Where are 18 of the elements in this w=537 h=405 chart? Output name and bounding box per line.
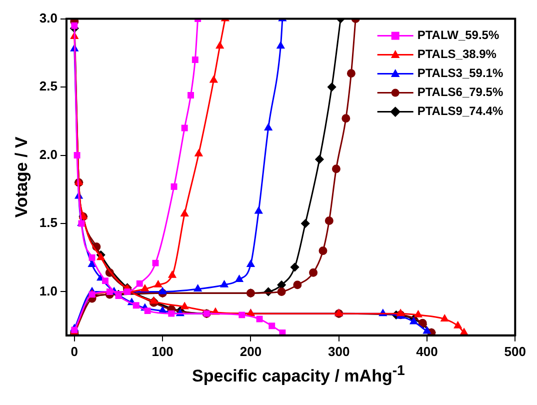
- legend-label: PTALS9_74.4%: [417, 104, 504, 118]
- x-tick-label: 200: [240, 344, 262, 359]
- x-axis-title: Specific capacity / mAhg$^{-1}$: [191, 363, 406, 387]
- x-tick-label: 400: [416, 344, 438, 359]
- x-tick-label: 300: [328, 344, 350, 359]
- y-tick-label: 2.5: [39, 78, 58, 94]
- y-axis-title: Votage / V: [12, 136, 31, 218]
- legend-label: PTALS3_59.1%: [417, 66, 504, 80]
- x-tick-label: 0: [70, 344, 78, 359]
- y-tick-label: 1.5: [39, 215, 58, 230]
- y-tick-label: 1.0: [39, 283, 58, 298]
- x-tick-label: 100: [152, 344, 174, 359]
- legend-label: PTALS_38.9%: [417, 47, 497, 62]
- legend-label: PTALS6_79.5%: [417, 85, 504, 100]
- legend-label: PTALW_59.5%: [417, 28, 500, 42]
- y-tick-label: 2.0: [39, 146, 58, 162]
- y-tick-label: 3.0: [39, 10, 58, 26]
- x-tick-label: 500: [504, 344, 526, 359]
